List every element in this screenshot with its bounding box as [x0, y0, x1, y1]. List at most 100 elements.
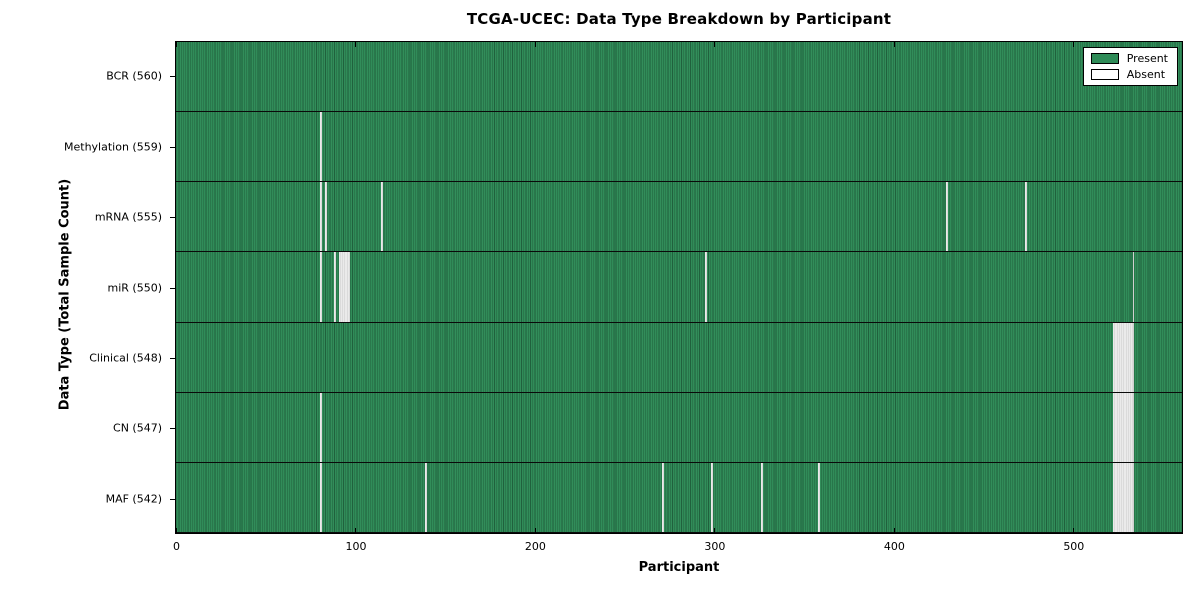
y-tick-mark — [170, 146, 175, 148]
absent-stripe — [1132, 392, 1135, 462]
x-tick-label: 100 — [345, 540, 367, 553]
absent-stripe — [1132, 462, 1135, 532]
heatmap-row-bcr — [176, 42, 1182, 113]
chart-title: TCGA-UCEC: Data Type Breakdown by Partic… — [466, 10, 892, 28]
heatmap-row-mrna — [176, 182, 1182, 253]
heatmap-row-maf — [176, 462, 1182, 533]
absent-stripe — [662, 462, 665, 532]
y-tick-mark — [170, 357, 175, 359]
absent-stripe — [319, 112, 322, 182]
y-tick-mark — [170, 498, 175, 500]
y-tick-label-maf: MAF (542) — [105, 492, 162, 506]
absent-stripe — [1121, 462, 1124, 532]
absent-stripe — [1130, 462, 1133, 532]
absent-stripe — [1116, 392, 1119, 462]
absent-stripe — [319, 392, 322, 462]
absent-stripe — [1118, 462, 1121, 532]
absent-stripe — [1121, 392, 1124, 462]
absent-stripe — [1118, 392, 1121, 462]
y-tick-label-methylation: Methylation (559) — [64, 140, 162, 154]
absent-stripe — [380, 182, 383, 252]
heatmap-row-cn — [176, 392, 1182, 463]
absent-stripe — [761, 462, 763, 532]
absent-stripe — [1130, 322, 1133, 392]
absent-stripe — [344, 252, 347, 322]
x-tick-mark — [534, 42, 536, 47]
plot-area: Present Absent — [175, 41, 1183, 534]
absent-stripe — [1132, 322, 1135, 392]
absent-stripe — [1112, 392, 1115, 462]
absent-stripe — [945, 182, 948, 252]
heatmap-row-clinical — [176, 322, 1182, 393]
x-tick-mark — [355, 528, 357, 533]
absent-stripe — [1118, 322, 1121, 392]
absent-stripe — [1112, 462, 1115, 532]
x-tick-label: 300 — [704, 540, 726, 553]
y-tick-label-mrna: mRNA (555) — [94, 210, 162, 224]
absent-stripe — [319, 182, 322, 252]
absent-stripe — [324, 182, 327, 252]
x-tick-mark — [1073, 528, 1075, 533]
x-tick-label: 500 — [1063, 540, 1085, 553]
x-tick-mark — [176, 42, 177, 47]
absent-stripe — [348, 252, 351, 322]
absent-stripe — [1116, 322, 1119, 392]
absent-swatch — [1090, 69, 1119, 80]
x-tick-label: 400 — [883, 540, 905, 553]
absent-stripe — [1123, 462, 1126, 532]
absent-stripe — [1123, 322, 1126, 392]
y-tick-mark — [170, 217, 175, 219]
absent-stripe — [1121, 322, 1124, 392]
x-tick-label: 0 — [173, 540, 180, 553]
y-tick-mark — [170, 76, 175, 78]
absent-stripe — [1128, 322, 1131, 392]
absent-stripe — [1114, 392, 1117, 462]
absent-stripe — [1132, 252, 1135, 322]
x-tick-mark — [534, 528, 536, 533]
y-tick-mark — [170, 287, 175, 289]
absent-stripe — [319, 252, 322, 322]
absent-stripe — [1114, 462, 1117, 532]
absent-stripe — [1125, 392, 1128, 462]
heatmap-row-methylation — [176, 112, 1182, 183]
absent-stripe — [1024, 182, 1027, 252]
x-tick-mark — [714, 528, 716, 533]
absent-stripe — [1114, 322, 1117, 392]
legend: Present Absent — [1082, 47, 1178, 86]
x-tick-mark — [1073, 42, 1075, 47]
absent-stripe — [342, 252, 345, 322]
absent-stripe — [1127, 462, 1130, 532]
legend-item-absent: Absent — [1090, 69, 1168, 80]
absent-stripe — [1123, 392, 1126, 462]
absent-stripe — [1119, 392, 1122, 462]
absent-stripe — [818, 462, 821, 532]
x-tick-mark — [714, 42, 716, 47]
x-axis-label: Participant — [638, 560, 720, 575]
y-tick-label-cn: CN (547) — [113, 421, 162, 435]
absent-stripe — [339, 252, 342, 322]
absent-stripe — [1128, 392, 1131, 462]
y-tick-label-bcr: BCR (560) — [106, 69, 162, 83]
x-tick-mark — [355, 42, 357, 47]
y-tick-label-mir: miR (550) — [107, 281, 163, 294]
absent-stripe — [1119, 322, 1122, 392]
absent-stripe — [1127, 322, 1130, 392]
absent-stripe — [1130, 392, 1133, 462]
absent-stripe — [1125, 462, 1128, 532]
absent-stripe — [425, 462, 428, 532]
absent-stripe — [1128, 462, 1131, 532]
y-tick-label-clinical: Clinical (548) — [89, 351, 162, 365]
y-tick-mark — [170, 428, 175, 430]
absent-stripe — [1112, 322, 1115, 392]
heatmap-row-mir — [176, 252, 1182, 323]
absent-stripe — [333, 252, 336, 322]
absent-stripe — [705, 252, 708, 322]
absent-stripe — [346, 252, 349, 322]
absent-stripe — [1127, 392, 1130, 462]
absent-stripe — [1119, 462, 1122, 532]
x-tick-mark — [176, 528, 177, 533]
x-tick-mark — [893, 42, 895, 47]
absent-stripe — [710, 462, 713, 532]
absent-stripe — [341, 252, 344, 322]
